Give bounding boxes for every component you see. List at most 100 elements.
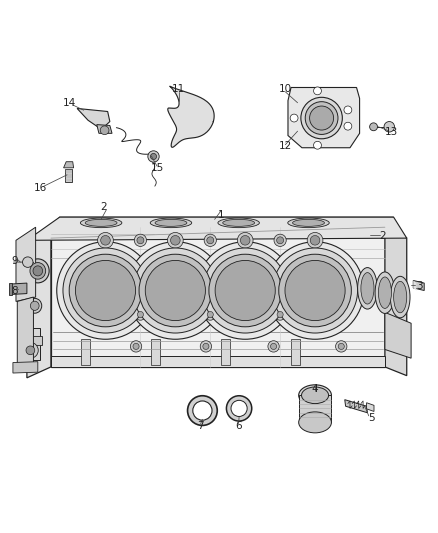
Text: 8: 8 [11,286,18,295]
Circle shape [170,236,180,245]
Ellipse shape [285,261,345,320]
Polygon shape [81,338,90,365]
Ellipse shape [299,385,332,406]
Polygon shape [13,362,38,373]
Circle shape [207,237,214,244]
Circle shape [336,341,347,352]
Text: 6: 6 [235,421,242,431]
Ellipse shape [226,395,252,421]
Text: 12: 12 [279,141,292,151]
Polygon shape [413,280,417,290]
Circle shape [98,232,113,248]
Ellipse shape [85,220,117,227]
Circle shape [314,141,321,149]
Circle shape [370,123,378,131]
Polygon shape [16,227,35,302]
Ellipse shape [30,301,39,310]
Ellipse shape [155,220,187,227]
Ellipse shape [75,261,135,320]
Ellipse shape [357,268,377,309]
Circle shape [137,237,144,244]
Text: 14: 14 [63,98,76,108]
Circle shape [338,343,344,350]
Circle shape [384,122,395,132]
Text: 2: 2 [379,231,386,241]
Ellipse shape [193,401,212,420]
Polygon shape [385,227,407,376]
Circle shape [310,236,320,245]
Polygon shape [221,338,230,365]
Polygon shape [27,217,407,240]
Text: 13: 13 [385,127,398,137]
Circle shape [169,308,182,321]
Ellipse shape [187,395,217,425]
Ellipse shape [69,254,142,327]
Polygon shape [97,125,112,133]
Ellipse shape [30,263,46,279]
Ellipse shape [310,106,334,130]
Circle shape [150,154,156,159]
Circle shape [344,122,352,130]
Polygon shape [9,282,12,295]
Circle shape [100,126,109,135]
Circle shape [22,257,33,268]
Circle shape [101,236,110,245]
Polygon shape [18,336,42,345]
Ellipse shape [218,218,259,228]
Polygon shape [51,356,385,367]
Ellipse shape [215,261,275,320]
Ellipse shape [33,266,42,276]
Text: 1: 1 [218,210,225,220]
Circle shape [138,311,144,318]
Text: 5: 5 [368,413,375,423]
Polygon shape [51,217,219,227]
Polygon shape [77,108,110,128]
Ellipse shape [203,248,288,333]
Ellipse shape [301,387,328,403]
Ellipse shape [145,261,205,320]
Ellipse shape [231,400,247,416]
Polygon shape [27,227,51,378]
Text: 15: 15 [150,163,164,173]
Circle shape [271,343,277,350]
Ellipse shape [279,254,351,327]
Circle shape [148,151,159,162]
Polygon shape [367,403,374,411]
Text: 7: 7 [198,421,204,431]
Ellipse shape [209,254,282,327]
Polygon shape [51,227,385,367]
Ellipse shape [127,242,224,339]
Circle shape [131,341,142,352]
Circle shape [308,308,321,321]
Text: 16: 16 [33,183,46,193]
Polygon shape [413,280,424,290]
Polygon shape [385,312,411,358]
Circle shape [240,236,250,245]
Ellipse shape [266,242,364,339]
Circle shape [135,309,146,320]
Polygon shape [288,87,360,148]
Circle shape [277,237,284,244]
Circle shape [311,311,319,318]
Ellipse shape [26,259,49,283]
Ellipse shape [223,220,254,227]
Text: 11: 11 [172,84,185,94]
Circle shape [314,87,321,95]
Ellipse shape [197,242,294,339]
Ellipse shape [28,298,42,313]
Circle shape [102,311,110,318]
Ellipse shape [394,281,407,313]
Text: 2: 2 [100,202,106,212]
Ellipse shape [63,248,148,333]
Polygon shape [65,169,72,182]
Ellipse shape [299,412,332,433]
Ellipse shape [288,218,329,228]
Ellipse shape [361,272,374,304]
Circle shape [133,343,139,350]
Circle shape [344,106,352,114]
Polygon shape [299,395,332,422]
Text: 10: 10 [279,84,292,94]
Circle shape [205,309,216,320]
Circle shape [99,308,112,321]
Circle shape [237,232,253,248]
